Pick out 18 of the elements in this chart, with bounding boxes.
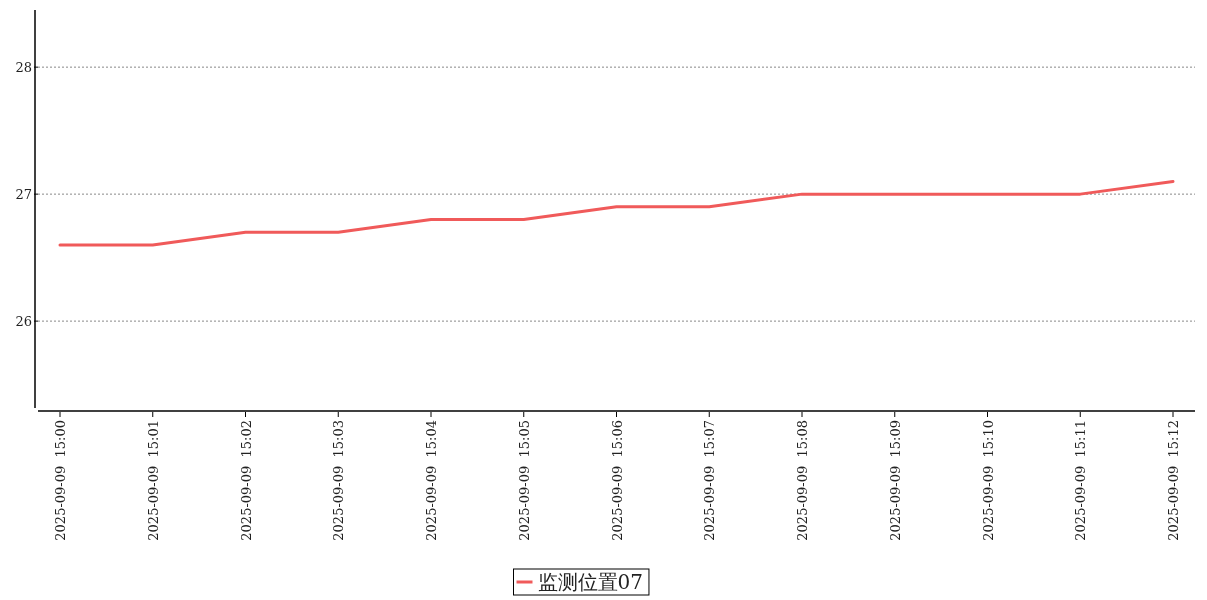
- x-tick-label: 2025-09-09 15:09: [887, 420, 903, 541]
- x-tick-label: 2025-09-09 15:10: [980, 420, 996, 541]
- x-tick-label: 2025-09-09 15:05: [516, 420, 532, 541]
- x-tick-label: 2025-09-09 15:08: [795, 420, 810, 541]
- x-tick-label: 2025-09-09 15:12: [1166, 420, 1181, 541]
- x-tick-label: 2025-09-09 15:11: [1073, 420, 1089, 541]
- x-tick-label: 2025-09-09 15:06: [609, 420, 625, 541]
- x-tick-label: 2025-09-09 15:02: [238, 420, 254, 541]
- y-tick-label: 27: [15, 187, 32, 203]
- x-tick-label: 2025-09-09 15:00: [53, 420, 68, 541]
- y-tick-label: 26: [15, 314, 32, 330]
- legend-label: 监测位置07: [537, 570, 643, 594]
- x-tick-label: 2025-09-09 15:03: [331, 420, 347, 541]
- x-tick-label: 2025-09-09 15:01: [145, 420, 161, 541]
- x-tick-label: 2025-09-09 15:04: [424, 420, 439, 541]
- line-series: [58, 179, 1175, 247]
- y-tick-label: 28: [15, 60, 32, 76]
- x-tick-label: 2025-09-09 15:07: [702, 420, 718, 541]
